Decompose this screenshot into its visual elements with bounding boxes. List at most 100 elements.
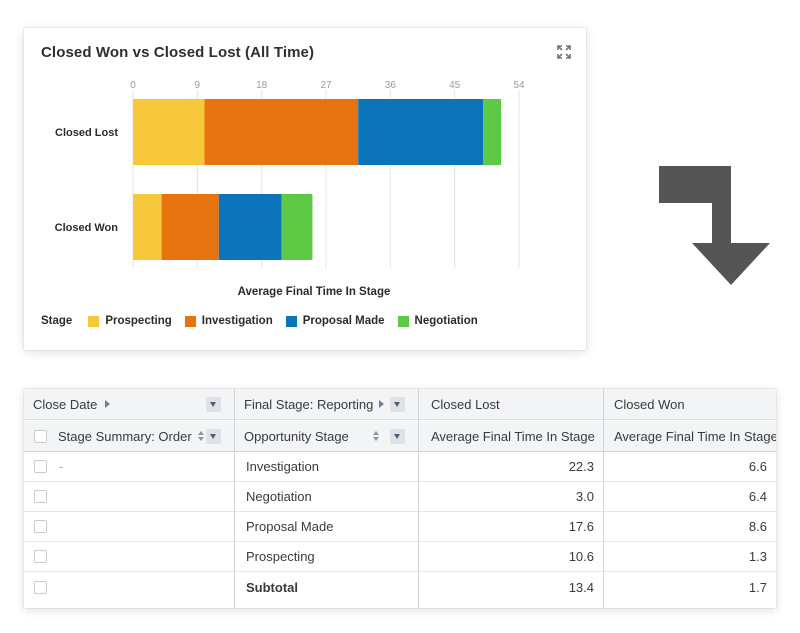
table-row: Negotiation: [235, 482, 418, 512]
x-tick-label: 27: [320, 80, 332, 91]
bar-segment-negotiation: [483, 99, 502, 165]
final-stage-dropdown-button[interactable]: [390, 397, 405, 412]
stage-cell: Negotiation: [246, 489, 312, 504]
sort-icon[interactable]: [372, 430, 380, 442]
value-cell: 17.6: [568, 519, 594, 534]
stage-cell: Proposal Made: [246, 519, 334, 534]
x-tick-label: 18: [256, 80, 268, 91]
legend-label: Investigation: [201, 315, 273, 327]
value-cell: 10.6: [568, 549, 594, 564]
x-tick-label: 0: [130, 80, 136, 91]
subtotal-row: Subtotal: [235, 572, 418, 602]
sort-icon[interactable]: [197, 430, 205, 442]
header-label: Average Final Time In Stage: [431, 428, 595, 444]
group-row: [24, 482, 234, 512]
legend-label: Negotiation: [414, 315, 478, 327]
stage-summary-dropdown-button[interactable]: [206, 429, 221, 444]
table-row: 6.4: [604, 482, 776, 512]
x-axis-label: Average Final Time In Stage: [238, 286, 391, 298]
x-tick-label: 54: [513, 80, 525, 91]
legend-label: Prospecting: [105, 315, 172, 327]
stage-cell: Subtotal: [246, 579, 298, 595]
table-row: 10.6: [419, 542, 603, 572]
row-checkbox[interactable]: [34, 580, 47, 594]
table-row: Investigation: [235, 452, 418, 482]
subtotal-row: 1.7: [604, 572, 776, 602]
header-closed-won: Closed Won: [604, 389, 776, 420]
select-all-checkbox[interactable]: [34, 429, 47, 443]
stage-column: Final Stage: Reporting Opportunity Stage…: [235, 389, 419, 608]
legend-swatch: [285, 315, 297, 327]
header-label: Stage Summary: Order: [58, 428, 192, 444]
closed-won-column: Closed Won Average Final Time In Stage 6…: [604, 389, 776, 608]
header-stage-summary[interactable]: Stage Summary: Order: [24, 421, 234, 452]
chart-card: Closed Won vs Closed Lost (All Time) 0 9 1…: [24, 28, 586, 350]
x-tick-label: 36: [385, 80, 397, 91]
legend-label: Proposal Made: [302, 315, 385, 327]
legend-item-proposal-made[interactable]: Proposal Made: [285, 315, 385, 327]
group-row: [24, 512, 234, 542]
bar-segment-investigation: [161, 194, 219, 260]
grouping-column: Close Date Stage Summary: Order -: [24, 389, 235, 608]
legend-item-negotiation[interactable]: Negotiation: [397, 315, 478, 327]
stage-cell: Investigation: [246, 459, 319, 474]
header-label: Close Date: [33, 396, 98, 412]
row-checkbox[interactable]: [34, 460, 47, 473]
summary-table: Close Date Stage Summary: Order - Final …: [24, 389, 776, 608]
value-cell: 1.3: [748, 549, 767, 564]
expand-icon[interactable]: [557, 45, 571, 59]
legend-swatch: [184, 315, 196, 327]
value-cell: 13.4: [568, 579, 594, 595]
header-opportunity-stage[interactable]: Opportunity Stage: [235, 421, 418, 452]
stacked-bar-chart: 0 9 18 27 36 45 54 Closed Lost Closed Won Average…: [55, 80, 525, 298]
header-final-stage[interactable]: Final Stage: Reporting: [235, 389, 418, 420]
header-label: Closed Lost: [431, 396, 500, 412]
row-checkbox[interactable]: [34, 550, 47, 563]
legend-title: Stage: [41, 315, 73, 327]
header-label: Average Final Time In Stage: [614, 428, 776, 444]
header-closed-lost: Closed Lost: [419, 389, 603, 420]
legend-item-investigation[interactable]: Investigation: [184, 315, 273, 327]
opportunity-stage-dropdown-button[interactable]: [390, 429, 405, 444]
table-row: Prospecting: [235, 542, 418, 572]
bar-segment-investigation: [204, 99, 359, 165]
group-label: -: [59, 459, 64, 474]
bar-segment-proposal-made: [218, 194, 282, 260]
row-checkbox[interactable]: [34, 520, 47, 533]
table-row: 22.3: [419, 452, 603, 482]
value-cell: 3.0: [575, 489, 594, 504]
legend-item-prospecting[interactable]: Prospecting: [88, 315, 172, 327]
value-cell: 1.7: [748, 579, 767, 595]
bar-segment-negotiation: [281, 194, 313, 260]
expand-right-icon[interactable]: [105, 400, 111, 408]
header-avg-time-lost: Average Final Time In Stage: [419, 421, 603, 452]
x-tick-label: 9: [195, 80, 201, 91]
bar-segment-proposal-made: [358, 99, 484, 165]
group-row: [24, 572, 234, 602]
table-row: 8.6: [604, 512, 776, 542]
header-close-date[interactable]: Close Date: [24, 389, 234, 420]
table-row: 6.6: [604, 452, 776, 482]
header-avg-time-won: Average Final Time In Stage: [604, 421, 776, 452]
y-category-label: Closed Won: [55, 222, 119, 234]
group-row: -: [24, 452, 234, 482]
table-row: 3.0: [419, 482, 603, 512]
value-cell: 6.6: [748, 459, 767, 474]
closed-lost-column: Closed Lost Average Final Time In Stage …: [419, 389, 604, 608]
chart-title: Closed Won vs Closed Lost (All Time): [41, 44, 315, 61]
table-row: Proposal Made: [235, 512, 418, 542]
bar-segment-prospecting: [133, 194, 162, 260]
chart-legend: Stage Prospecting Investigation Proposal…: [41, 315, 491, 327]
x-tick-label: 45: [449, 80, 461, 91]
row-checkbox[interactable]: [34, 490, 47, 503]
header-label: Opportunity Stage: [244, 428, 349, 444]
y-category-label: Closed Lost: [55, 127, 118, 139]
value-cell: 8.6: [748, 519, 767, 534]
subtotal-row: 13.4: [419, 572, 603, 602]
value-cell: 6.4: [748, 489, 767, 504]
value-cell: 22.3: [568, 459, 594, 474]
table-row: 17.6: [419, 512, 603, 542]
legend-swatch: [397, 315, 409, 327]
expand-right-icon[interactable]: [379, 400, 385, 408]
close-date-dropdown-button[interactable]: [206, 397, 221, 412]
